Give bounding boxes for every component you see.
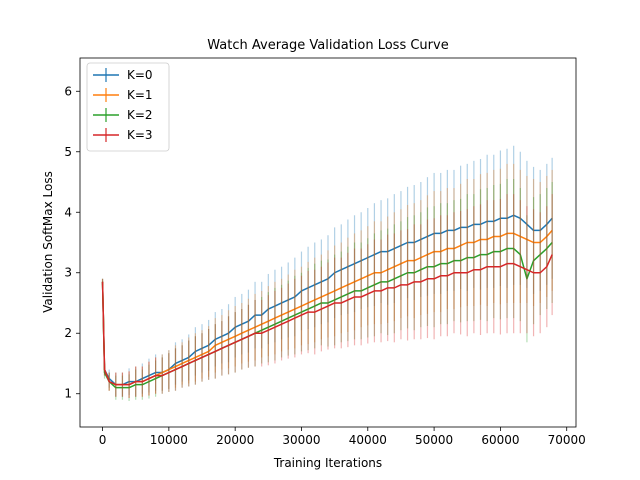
legend-label: K=3	[127, 128, 153, 142]
legend-item: K=1	[93, 88, 153, 102]
series-K=0	[101, 145, 553, 397]
plot-frame	[79, 57, 577, 428]
legend-label: K=2	[127, 108, 153, 122]
y-tick-label: 2	[64, 326, 72, 340]
y-axis-label: Validation SoftMax Loss	[41, 171, 55, 313]
legend-item: K=0	[93, 68, 153, 82]
legend-label: K=0	[127, 68, 153, 82]
y-axis: 1 2 3 4 5 6	[64, 84, 80, 401]
x-tick-label: 40000	[349, 433, 387, 447]
legend-item: K=2	[93, 108, 153, 122]
y-tick-label: 4	[64, 205, 72, 219]
legend-label: K=1	[127, 88, 153, 102]
series-line	[101, 214, 553, 386]
x-tick-label: 10000	[150, 433, 188, 447]
x-tick-label: 0	[99, 433, 107, 447]
series-K=1	[101, 163, 553, 398]
series-line	[101, 242, 553, 389]
series-K=3	[101, 194, 553, 398]
x-tick-label: 20000	[216, 433, 254, 447]
series-layer	[101, 145, 553, 401]
legend: K=0 K=1 K=2 K=3	[86, 62, 170, 152]
legend-item: K=3	[93, 128, 153, 142]
series-line	[101, 229, 553, 386]
x-tick-label: 60000	[481, 433, 519, 447]
series-line	[101, 254, 553, 386]
x-tick-label: 70000	[548, 433, 586, 447]
y-tick-label: 1	[64, 387, 72, 401]
x-axis-label: Training Iterations	[273, 456, 382, 470]
x-tick-label: 50000	[415, 433, 453, 447]
y-tick-label: 6	[64, 84, 72, 98]
legend-box	[86, 62, 170, 152]
y-tick-label: 3	[64, 266, 72, 280]
x-tick-label: 30000	[282, 433, 320, 447]
y-tick-label: 5	[64, 145, 72, 159]
chart-title: Watch Average Validation Loss Curve	[207, 38, 448, 53]
x-axis: 0 10000 20000 30000 40000 50000 60000 70000	[99, 427, 586, 447]
